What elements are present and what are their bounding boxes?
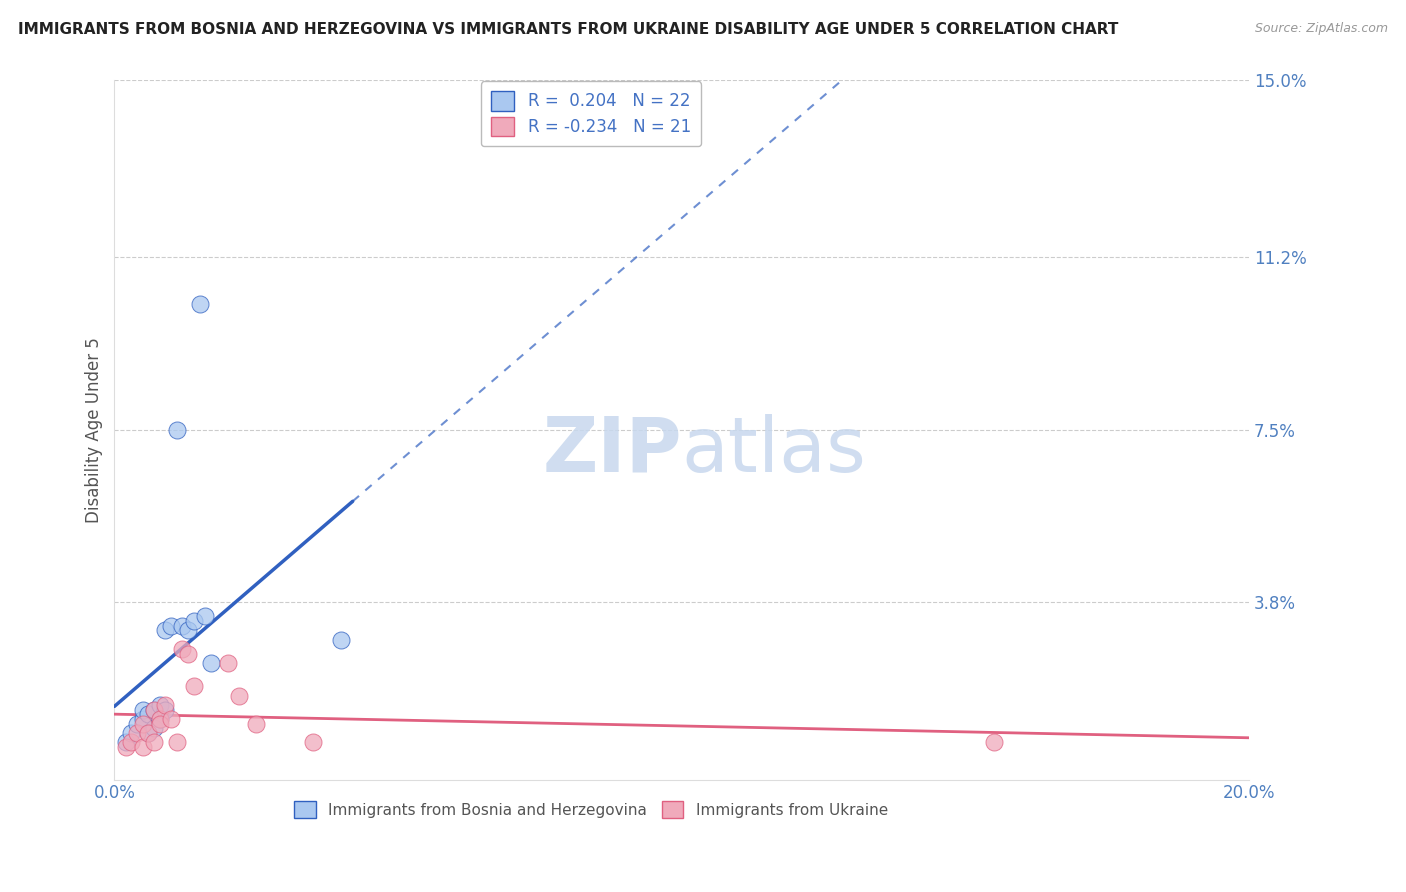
Point [114, 735, 136, 749]
Point [194, 609, 217, 624]
Point [228, 689, 250, 703]
Point [183, 679, 205, 693]
Point [177, 647, 200, 661]
Point [120, 735, 142, 749]
Text: Source: ZipAtlas.com: Source: ZipAtlas.com [1254, 22, 1388, 36]
Point [217, 656, 239, 670]
Point [132, 716, 155, 731]
Point [302, 735, 325, 749]
Text: atlas: atlas [682, 414, 866, 488]
Legend: Immigrants from Bosnia and Herzegovina, Immigrants from Ukraine: Immigrants from Bosnia and Herzegovina, … [288, 795, 894, 824]
Point [166, 735, 188, 749]
Point [155, 624, 177, 638]
Point [143, 721, 166, 735]
Point [183, 614, 205, 628]
Point [132, 712, 155, 726]
Point [172, 642, 194, 657]
Point [177, 624, 200, 638]
Point [149, 716, 172, 731]
Point [132, 703, 155, 717]
Text: ZIP: ZIP [543, 414, 682, 488]
Point [245, 716, 267, 731]
Point [172, 618, 194, 632]
Point [143, 735, 166, 749]
Point [120, 726, 142, 740]
Point [983, 735, 1005, 749]
Point [143, 703, 166, 717]
Point [155, 703, 177, 717]
Point [160, 712, 183, 726]
Point [188, 297, 211, 311]
Point [330, 632, 353, 647]
Point [200, 656, 222, 670]
Point [114, 739, 136, 754]
Point [149, 712, 172, 726]
Point [149, 698, 172, 712]
Point [127, 716, 149, 731]
Point [132, 739, 155, 754]
Y-axis label: Disability Age Under 5: Disability Age Under 5 [86, 337, 103, 523]
Point [166, 423, 188, 437]
Point [160, 618, 183, 632]
Point [127, 726, 149, 740]
Point [143, 703, 166, 717]
Point [138, 726, 160, 740]
Point [138, 726, 160, 740]
Point [149, 712, 172, 726]
Text: IMMIGRANTS FROM BOSNIA AND HERZEGOVINA VS IMMIGRANTS FROM UKRAINE DISABILITY AGE: IMMIGRANTS FROM BOSNIA AND HERZEGOVINA V… [18, 22, 1119, 37]
Point [155, 698, 177, 712]
Point [138, 707, 160, 722]
